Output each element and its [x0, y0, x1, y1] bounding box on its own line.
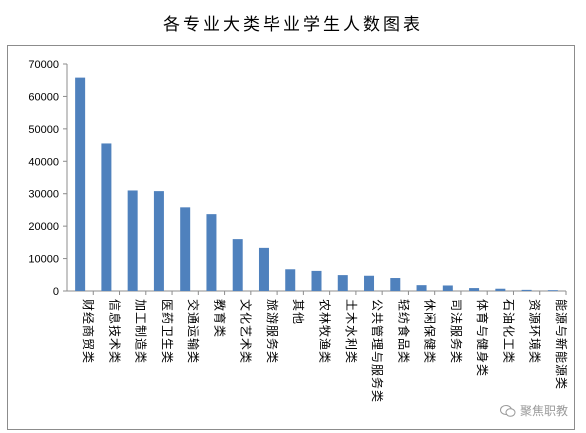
- bar: [258, 247, 269, 291]
- bar: [127, 190, 138, 291]
- x-tick-label: 休闲保健类: [423, 299, 437, 364]
- bar: [469, 288, 480, 291]
- chart-title: 各专业大类毕业学生人数图表: [163, 15, 423, 35]
- bar: [206, 214, 217, 291]
- bar: [521, 289, 532, 291]
- bar: [495, 288, 506, 291]
- y-tick-label: 10000: [28, 254, 59, 266]
- y-tick-label: 70000: [28, 59, 59, 71]
- bar: [442, 285, 453, 291]
- x-tick-label: 医药卫生类: [160, 299, 174, 364]
- x-tick-label: 财经商贸类: [81, 299, 96, 364]
- x-tick-label: 农林牧渔类: [318, 299, 332, 364]
- bar: [285, 269, 296, 291]
- x-tick-label: 加工制造类: [134, 299, 148, 364]
- x-tick-label: 轻纺食品类: [396, 299, 411, 364]
- watermark: 聚焦职教: [499, 402, 568, 419]
- y-tick-label: 30000: [28, 189, 59, 201]
- bar: [75, 77, 86, 292]
- x-tick-label: 教育类: [212, 299, 227, 338]
- y-tick-label: 40000: [28, 156, 59, 168]
- bar: [311, 270, 322, 291]
- x-tick-label: 其他: [291, 299, 305, 325]
- bar: [101, 143, 112, 291]
- bar: [416, 285, 427, 291]
- bar: [547, 290, 558, 291]
- bar-chart: 0 10000 20000 30000 40000 50000 60000 70000 财经商贸…: [28, 59, 569, 403]
- x-tick-label: 资源环境类: [528, 299, 543, 364]
- y-tick-label: 0: [53, 286, 59, 298]
- x-tick-label: 石油化工类: [501, 299, 515, 364]
- bar: [390, 278, 401, 291]
- bar: [337, 275, 348, 291]
- x-tick-label: 体育与健身类: [475, 299, 490, 377]
- x-tick-label: 旅游服务类: [265, 299, 280, 364]
- y-tick-label: 20000: [28, 221, 59, 233]
- x-tick-label: 土木水利类: [344, 299, 358, 364]
- x-tick-label: 文化艺术类: [239, 299, 254, 364]
- wechat-icon: [499, 404, 516, 417]
- y-tick-label: 50000: [28, 124, 59, 136]
- y-tick-label: 60000: [28, 91, 59, 103]
- bar: [232, 239, 243, 291]
- watermark-text: 聚焦职教: [519, 404, 568, 418]
- x-tick-label: 交通运输类: [186, 299, 201, 364]
- x-tick-label: 信息技术类: [107, 299, 122, 364]
- x-tick-label: 公共管理与服务类: [370, 299, 385, 403]
- bar: [180, 207, 191, 291]
- bar: [153, 191, 164, 291]
- x-tick-label: 能源与新能源类: [554, 299, 569, 390]
- x-tick-label: 司法服务类: [449, 299, 464, 364]
- chart-frame: 0 10000 20000 30000 40000 50000 60000 70000 财经商贸…: [7, 45, 575, 430]
- bar: [364, 275, 375, 291]
